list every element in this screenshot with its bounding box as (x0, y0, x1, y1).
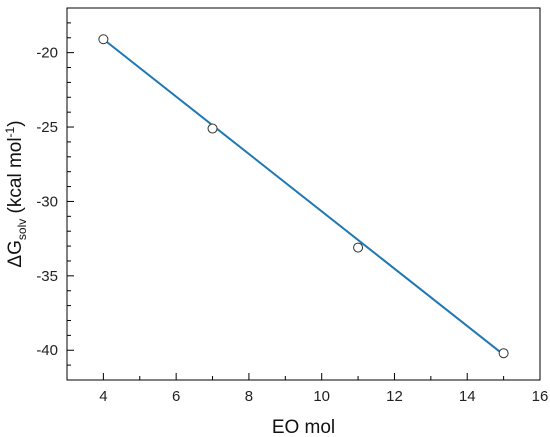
x-tick-label: 6 (172, 388, 180, 405)
x-tick-label: 12 (386, 388, 403, 405)
data-series (98, 34, 509, 359)
data-point (207, 123, 218, 134)
y-axis-label-main: ΔG (5, 240, 26, 267)
y-axis-label-unit: (kcal mol (5, 137, 26, 218)
y-tick-label: -30 (36, 193, 58, 210)
y-tick-label: -20 (36, 45, 58, 62)
y-tick-label: -40 (36, 342, 58, 359)
fit-line (102, 38, 505, 356)
x-tick-label: 4 (99, 388, 107, 405)
x-axis-label: EO mol (272, 417, 335, 437)
data-point (498, 348, 509, 359)
x-axis-ticks: 4 6 8 10 12 14 16 (66, 373, 549, 405)
y-tick-label: -25 (36, 119, 58, 136)
y-axis-label: ΔGsolv (kcal mol-1) (3, 120, 29, 267)
data-point (353, 242, 364, 253)
x-tick-label: 16 (532, 388, 549, 405)
y-tick-label: -35 (36, 268, 58, 285)
x-tick-label: 14 (459, 388, 476, 405)
y-axis-label-close: ) (5, 120, 26, 126)
plot-frame (66, 7, 541, 381)
x-tick-label: 8 (245, 388, 253, 405)
y-axis-ticks: -20 -25 -30 -35 -40 (36, 22, 74, 366)
x-tick-label: 10 (313, 388, 330, 405)
y-axis-label-superscript: -1 (3, 126, 17, 137)
data-point (98, 34, 109, 45)
y-axis-label-subscript: solv (15, 219, 29, 240)
